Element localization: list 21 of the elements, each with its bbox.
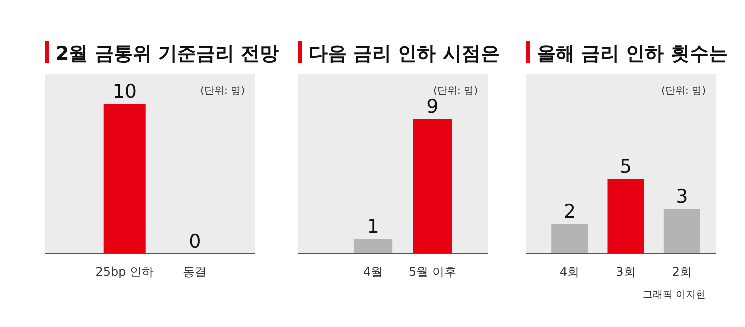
data-label: 9: [426, 96, 439, 118]
chart-title: 올해 금리 인하 횟수는: [537, 43, 728, 65]
x-tick-label: 5월 이후: [409, 265, 456, 279]
data-label: 2: [564, 201, 576, 223]
x-tick-label: 3회: [616, 265, 636, 279]
data-label: 1: [367, 216, 380, 238]
annotation: (단위: 명): [200, 86, 246, 97]
data-label: 10: [112, 81, 137, 103]
annotation: (단위: 명): [434, 86, 478, 97]
x-tick-label: 동결: [183, 265, 208, 279]
x-tick-label: 4월: [363, 265, 384, 279]
data-label: 3: [676, 186, 688, 208]
x-tick-label: 25bp 인하: [96, 265, 154, 279]
x-tick-label: 2회: [672, 265, 692, 279]
data-label: 5: [620, 156, 632, 178]
data-label: 0: [189, 231, 202, 253]
chart-title: 2월 금통위 기준금리 전망: [56, 43, 280, 65]
text: 그래픽 이지현: [642, 290, 706, 301]
annotation: (단위: 명): [662, 86, 706, 97]
chart-title: 다음 금리 인하 시점은: [309, 43, 500, 65]
x-tick-label: 4회: [560, 265, 580, 279]
